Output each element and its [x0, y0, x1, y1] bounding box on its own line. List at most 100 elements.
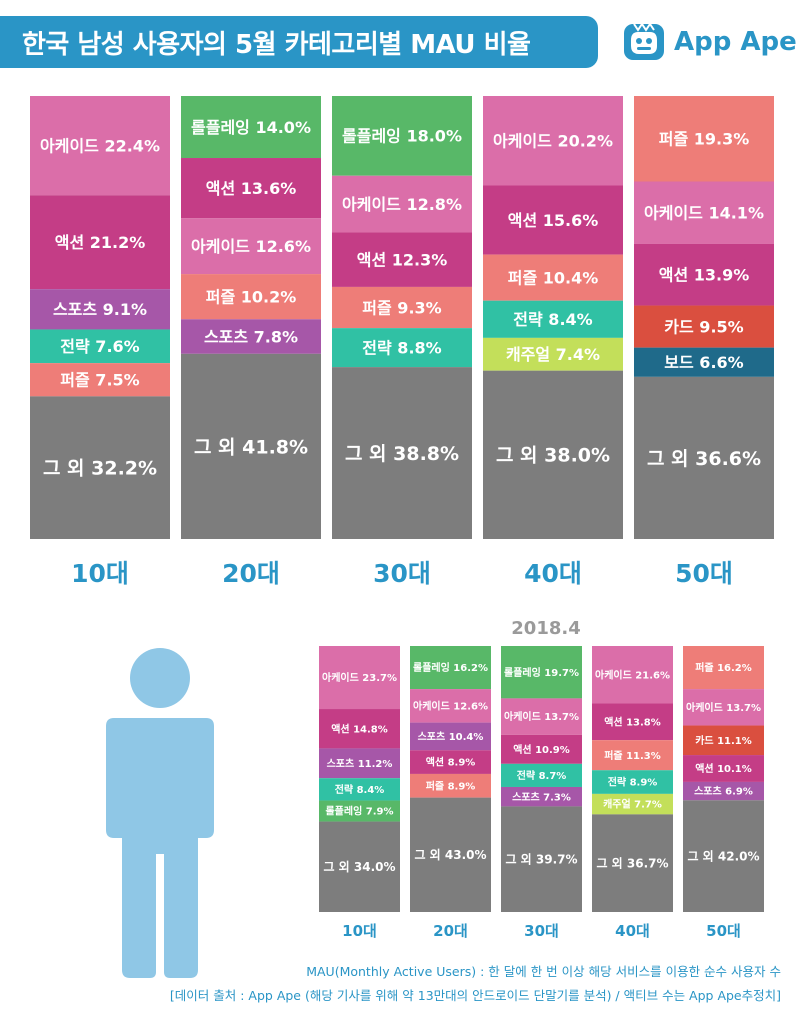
bar-stack: 롤플레잉 19.7% 아케이드 13.7% 액션 10.9% 전략 8.7% 스포츠 7… — [501, 646, 582, 912]
bar-segment — [634, 243, 774, 306]
bar-stack: 아케이드 23.7% 액션 14.8% 스포츠 11.2% 전략 8.4% 롤플레잉 7… — [319, 646, 400, 912]
data-label: 카드 11.1% — [695, 734, 752, 747]
bar-stack: 아케이드 21.6% 액션 13.8% 퍼즐 11.3% 전략 8.9% 캐주얼 7.7… — [592, 646, 673, 912]
category-label: 40대 — [524, 559, 582, 588]
data-label: 스포츠 7.3% — [512, 790, 571, 803]
data-label: 액션 10.9% — [513, 743, 570, 756]
bar-segment — [483, 96, 623, 186]
bar-segment — [683, 725, 764, 756]
bar-segment — [181, 274, 321, 320]
data-label: 아케이드 22.4% — [40, 136, 160, 155]
bar-segment — [483, 337, 623, 371]
bar-segment — [410, 797, 491, 912]
data-label: 액션 21.2% — [55, 233, 146, 252]
bar-segment — [592, 814, 673, 912]
data-label: 그 외 43.0% — [414, 847, 486, 862]
bar-segment — [410, 646, 491, 690]
data-label: 액션 15.6% — [508, 211, 599, 230]
data-label: 그 외 41.8% — [194, 436, 308, 458]
data-label: 아케이드 13.7% — [504, 710, 579, 723]
data-label: 전략 8.4% — [513, 310, 592, 329]
bar-segment — [410, 689, 491, 723]
bar-stack: 롤플레잉 14.0% 액션 13.6% 아케이드 12.6% 퍼즐 10.2% 스포츠 … — [181, 96, 321, 539]
bar-segment — [332, 232, 472, 287]
data-label: 퍼즐 9.3% — [362, 298, 441, 317]
data-label: 아케이드 20.2% — [493, 132, 613, 151]
data-label: 아케이드 12.6% — [413, 699, 488, 712]
data-label: 롤플레잉 16.2% — [413, 661, 488, 674]
data-label: 롤플레잉 19.7% — [504, 666, 579, 679]
bar-segment — [410, 773, 491, 798]
bar-segment — [319, 709, 400, 749]
bar-segment — [634, 181, 774, 244]
bar-segment — [592, 740, 673, 771]
footnote-source: [데이터 출처 : App Ape (해당 기사를 위해 약 13만대의 안드로… — [169, 988, 781, 1003]
data-label: 액션 13.8% — [604, 715, 661, 728]
bar-segment — [501, 698, 582, 735]
data-label: 그 외 42.0% — [687, 848, 759, 863]
bar-segment — [410, 722, 491, 751]
data-label: 스포츠 10.4% — [418, 730, 484, 743]
data-label: 그 외 38.8% — [345, 443, 459, 465]
data-label: 그 외 38.0% — [496, 445, 610, 467]
bar-segment — [181, 319, 321, 354]
data-label: 카드 9.5% — [664, 317, 743, 336]
data-label: 퍼즐 19.3% — [659, 130, 750, 149]
data-label: 전략 7.6% — [60, 337, 139, 356]
bar-segment — [501, 806, 582, 912]
data-label: 퍼즐 7.5% — [60, 371, 139, 390]
bar-stack: 아케이드 22.4% 액션 21.2% 스포츠 9.1% 전략 7.6% 퍼즐 7.5%… — [30, 96, 170, 539]
data-label: 그 외 36.7% — [596, 856, 668, 871]
data-label: 스포츠 9.1% — [53, 300, 147, 319]
app-ape-logo: App Ape — [622, 16, 797, 68]
data-label: 액션 10.1% — [695, 762, 752, 775]
data-label: 전략 8.9% — [608, 776, 658, 789]
title-banner: 한국 남성 사용자의 5월 카테고리별 MAU 비율 — [0, 16, 598, 68]
bar-segment — [332, 96, 472, 176]
data-label: 아케이드 12.6% — [191, 237, 311, 256]
bar-segment — [634, 305, 774, 348]
bar-segment — [30, 195, 170, 290]
bar-segment — [319, 778, 400, 801]
bar-segment — [30, 363, 170, 397]
bar-stack: 롤플레잉 18.0% 아케이드 12.8% 액션 12.3% 퍼즐 9.3% 전략 8.… — [332, 96, 472, 539]
data-label: 아케이드 12.8% — [342, 195, 462, 214]
bar-segment — [501, 646, 582, 699]
person-figure — [100, 640, 220, 980]
bar-segment — [683, 755, 764, 782]
data-label: 전략 8.4% — [335, 783, 385, 796]
bar-segment — [332, 367, 472, 539]
data-label: 액션 13.9% — [659, 266, 750, 285]
data-label: 롤플레잉 18.0% — [342, 127, 462, 146]
bar-segment — [30, 96, 170, 196]
footnote-mau: MAU(Monthly Active Users) : 한 달에 한 번 이상 … — [306, 964, 781, 979]
bar-segment — [30, 396, 170, 539]
data-label: 롤플레잉 7.9% — [325, 805, 393, 818]
bar-segment — [634, 347, 774, 377]
data-label: 스포츠 7.8% — [204, 327, 298, 346]
data-label: 그 외 39.7% — [505, 852, 577, 867]
page-title: 한국 남성 사용자의 5월 카테고리별 MAU 비율 — [22, 29, 531, 60]
bar-segment — [332, 175, 472, 233]
category-label: 30대 — [373, 559, 431, 588]
bar-segment — [634, 376, 774, 539]
bar-stack: 롤플레잉 16.2% 아케이드 12.6% 스포츠 10.4% 액션 8.9% 퍼즐 8… — [410, 646, 491, 912]
bar-segment — [501, 763, 582, 787]
data-label: 아케이드 23.7% — [322, 671, 397, 684]
data-label: 롤플레잉 14.0% — [191, 118, 311, 137]
bar-segment — [319, 646, 400, 710]
bar-segment — [332, 328, 472, 368]
bar-segment — [181, 218, 321, 275]
bar-segment — [483, 254, 623, 301]
data-label: 보드 6.6% — [664, 353, 743, 372]
bar-segment — [319, 821, 400, 912]
category-label: 40대 — [615, 922, 650, 940]
data-label: 퍼즐 8.9% — [426, 779, 476, 792]
bar-stack: 퍼즐 19.3% 아케이드 14.1% 액션 13.9% 카드 9.5% 보드 6.6%… — [634, 96, 774, 539]
bar-segment — [683, 689, 764, 726]
data-label: 그 외 36.6% — [647, 448, 761, 470]
data-label: 아케이드 13.7% — [686, 701, 761, 714]
bar-segment — [683, 781, 764, 801]
category-label: 50대 — [675, 559, 733, 588]
category-label: 10대 — [71, 559, 129, 588]
